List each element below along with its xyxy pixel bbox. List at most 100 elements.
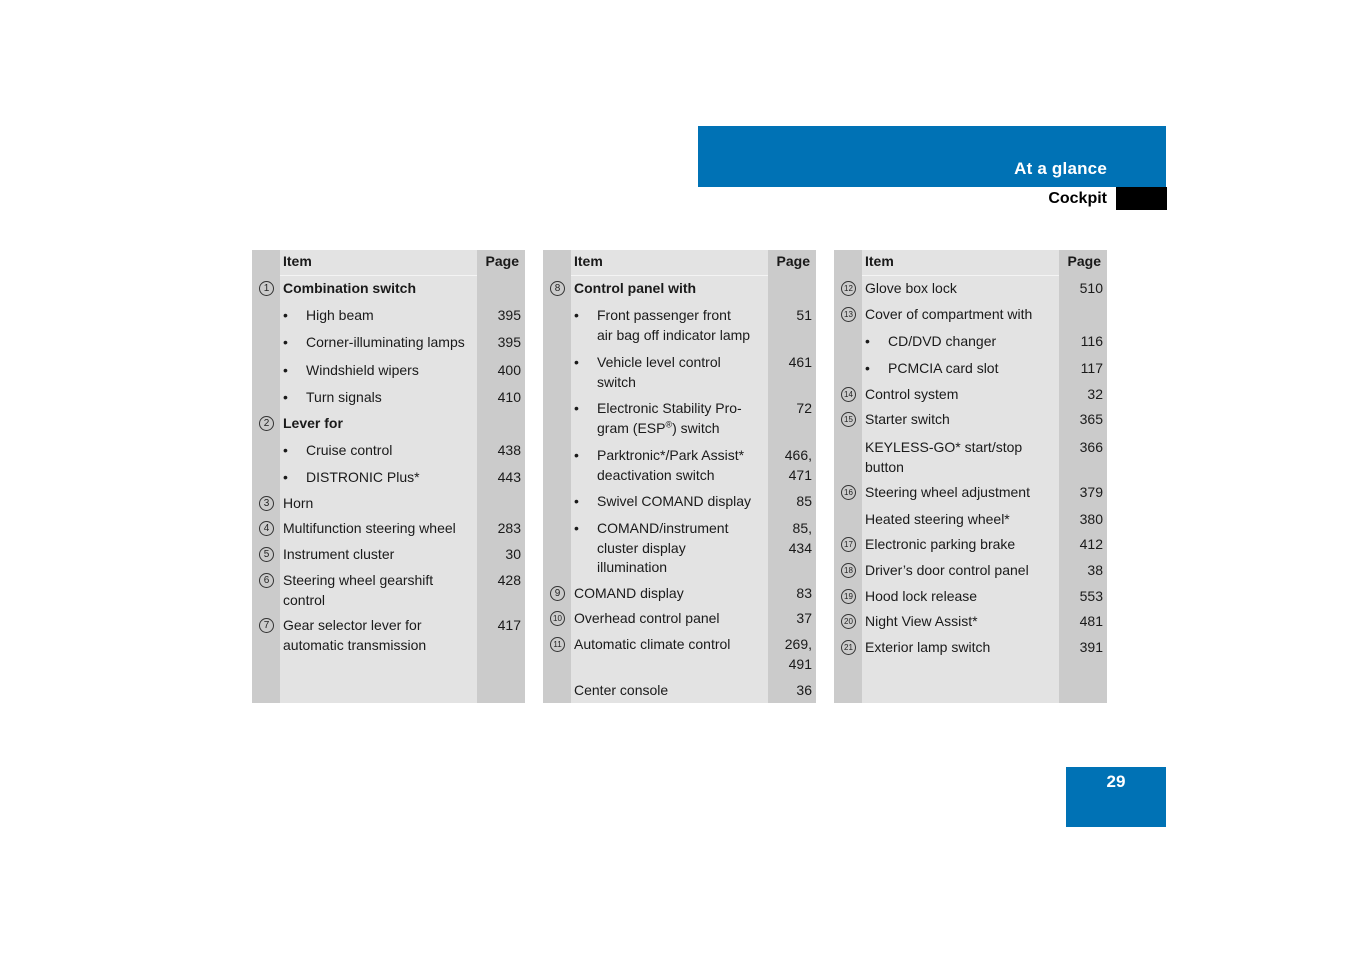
item-label: PCMCIA card slot: [888, 360, 999, 376]
bullet-icon: •: [574, 400, 579, 416]
column-header-item: Item: [865, 253, 894, 269]
item-number-badge: 18: [841, 563, 856, 578]
page-reference: 395: [497, 307, 521, 323]
item-label: Combination switch: [283, 280, 416, 296]
item-label: Gear selector lever for automatic transmi…: [283, 617, 427, 653]
item-number-badge: 13: [841, 307, 856, 322]
item-number-badge: 1: [259, 281, 274, 296]
page-reference: 116: [1080, 333, 1103, 349]
item-label: Exterior lamp switch: [865, 639, 991, 655]
page-reference: 380: [1079, 511, 1103, 527]
item-label: Heated steering wheel*: [865, 511, 1010, 527]
page-reference: 30: [505, 546, 521, 562]
page-reference: 461: [788, 354, 812, 370]
page-column: [1059, 250, 1107, 703]
section-tab-marker: [1116, 187, 1167, 210]
page-reference: 269, 491: [784, 636, 812, 672]
item-label: Front passenger front air bag off indicat…: [597, 307, 751, 343]
bullet-icon: •: [283, 389, 288, 405]
page-reference: 117: [1080, 360, 1103, 376]
item-number-badge: 20: [841, 614, 856, 629]
bullet-icon: •: [283, 469, 288, 485]
header-divider: [571, 275, 768, 276]
item-label: DISTRONIC Plus*: [306, 469, 420, 485]
item-number-badge: 21: [841, 640, 856, 655]
page-reference: 32: [1087, 386, 1103, 402]
item-number-badge: 7: [259, 618, 274, 633]
header-divider: [862, 275, 1059, 276]
item-label: Parktronic*/Park Assist* deactivation swi…: [597, 447, 745, 483]
bullet-icon: •: [574, 307, 579, 323]
bullet-icon: •: [283, 362, 288, 378]
page-reference: 510: [1079, 280, 1103, 296]
item-label: Electronic Stability Pro-gram (ESP®) swi…: [597, 400, 742, 436]
page-reference: 85, 434: [788, 520, 812, 556]
item-label: Overhead control panel: [574, 610, 720, 626]
item-number-badge: 19: [841, 589, 856, 604]
page-reference: 365: [1079, 411, 1103, 427]
page-reference: 366: [1079, 439, 1103, 455]
page-reference: 428: [497, 572, 521, 588]
item-label: Instrument cluster: [283, 546, 395, 562]
page-column: [477, 250, 525, 703]
header-band: [698, 126, 1166, 187]
item-label: High beam: [306, 307, 374, 323]
item-label: Control system: [865, 386, 959, 402]
column-header-page: Page: [1067, 253, 1101, 269]
page-reference: 553: [1079, 588, 1103, 604]
item-number-badge: 4: [259, 521, 274, 536]
item-number-badge: 11: [550, 637, 565, 652]
item-label: Hood lock release: [865, 588, 978, 604]
index-table-1: Item Page 1 Combination switch • High beam 395…: [252, 250, 525, 703]
item-label: Swivel COMAND display: [597, 493, 752, 509]
bullet-icon: •: [283, 307, 288, 323]
column-header-item: Item: [283, 253, 312, 269]
item-label: Night View Assist*: [865, 613, 978, 629]
bullet-icon: •: [283, 334, 288, 350]
item-label: Electronic parking brake: [865, 536, 1016, 552]
page-reference: 85: [796, 493, 812, 509]
index-table-3: Item Page 12 Glove box lock 510 13 Cover of co…: [834, 250, 1107, 703]
item-label: CD/DVD changer: [888, 333, 997, 349]
page-reference: 417: [497, 617, 521, 633]
item-number-badge: 10: [550, 611, 565, 626]
item-label: Turn signals: [306, 389, 382, 405]
subsection-title: Cockpit: [1048, 190, 1107, 207]
index-table-2: Item Page 8 Control panel with • Front passen…: [543, 250, 816, 703]
item-label: Corner-illuminating lamps: [306, 334, 465, 350]
page-number-box: 29: [1066, 767, 1166, 827]
page-reference: 438: [497, 442, 521, 458]
item-label: Windshield wipers: [306, 362, 419, 378]
item-number-badge: 14: [841, 387, 856, 402]
item-number-badge: 3: [259, 496, 274, 511]
page-reference: 283: [497, 520, 521, 536]
item-label: Cover of compartment with: [865, 306, 1033, 322]
page-reference: 38: [1087, 562, 1103, 578]
page-reference: 481: [1079, 613, 1103, 629]
bullet-icon: •: [865, 360, 870, 376]
page-reference: 443: [497, 469, 521, 485]
item-number-badge: 12: [841, 281, 856, 296]
item-label: COMAND display: [574, 585, 684, 601]
page-reference: 37: [796, 610, 812, 626]
item-label: Control panel with: [574, 280, 697, 296]
column-header-item: Item: [574, 253, 603, 269]
item-label: Starter switch: [865, 411, 950, 427]
section-title: At a glance: [1014, 159, 1107, 178]
item-label: Glove box lock: [865, 280, 957, 296]
page-reference: 36: [796, 682, 812, 698]
bullet-icon: •: [865, 333, 870, 349]
item-label: Driver’s door control panel: [865, 562, 1029, 578]
page-reference: 466, 471: [784, 447, 812, 483]
item-label: Cruise control: [306, 442, 393, 458]
item-number-badge: 9: [550, 586, 565, 601]
item-label: KEYLESS-GO* start/stop button: [865, 439, 1023, 475]
bullet-icon: •: [574, 520, 579, 536]
item-number-badge: 6: [259, 573, 274, 588]
page-reference: 400: [497, 362, 521, 378]
page-number: 29: [1106, 772, 1126, 791]
page-reference: 51: [796, 307, 812, 323]
item-label: Multifunction steering wheel: [283, 520, 456, 536]
bullet-icon: •: [574, 447, 579, 463]
bullet-icon: •: [574, 493, 579, 509]
